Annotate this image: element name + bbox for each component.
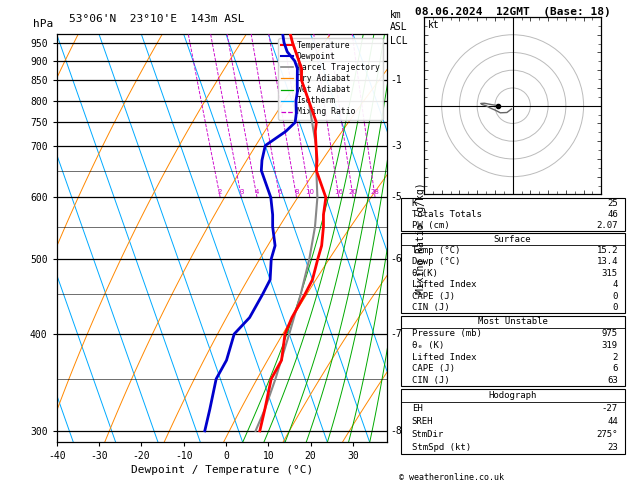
- Text: 0: 0: [613, 292, 618, 301]
- Text: 15.2: 15.2: [596, 246, 618, 255]
- Text: 16: 16: [335, 190, 343, 195]
- Text: hPa: hPa: [33, 19, 53, 29]
- Text: LCL: LCL: [390, 36, 408, 47]
- Text: 4: 4: [255, 190, 259, 195]
- Text: 6: 6: [613, 364, 618, 373]
- Text: 20: 20: [348, 190, 357, 195]
- Text: 28: 28: [370, 190, 379, 195]
- Text: -27: -27: [602, 404, 618, 413]
- Text: -5: -5: [390, 192, 402, 203]
- Text: 4: 4: [613, 280, 618, 289]
- Text: 6: 6: [277, 190, 282, 195]
- Text: 2: 2: [613, 352, 618, 362]
- Text: StmDir: StmDir: [412, 430, 444, 439]
- Text: Lifted Index: Lifted Index: [412, 352, 476, 362]
- Text: -8: -8: [390, 426, 402, 436]
- Legend: Temperature, Dewpoint, Parcel Trajectory, Dry Adiabat, Wet Adiabat, Isotherm, Mi: Temperature, Dewpoint, Parcel Trajectory…: [278, 38, 383, 120]
- Text: -7: -7: [390, 329, 402, 339]
- Text: 975: 975: [602, 329, 618, 338]
- X-axis label: Dewpoint / Temperature (°C): Dewpoint / Temperature (°C): [131, 466, 313, 475]
- Text: CAPE (J): CAPE (J): [412, 364, 455, 373]
- Text: 0: 0: [613, 303, 618, 312]
- Text: 53°06'N  23°10'E  143m ASL: 53°06'N 23°10'E 143m ASL: [69, 14, 245, 24]
- Text: 63: 63: [607, 376, 618, 385]
- Text: -3: -3: [390, 140, 402, 151]
- Text: Most Unstable: Most Unstable: [477, 317, 548, 326]
- Text: 23: 23: [607, 443, 618, 452]
- Text: Totals Totals: Totals Totals: [412, 210, 482, 219]
- Text: StmSpd (kt): StmSpd (kt): [412, 443, 471, 452]
- Text: EH: EH: [412, 404, 423, 413]
- Text: Mixing Ratio (g/kg): Mixing Ratio (g/kg): [416, 182, 426, 294]
- Text: PW (cm): PW (cm): [412, 221, 450, 230]
- Text: 8: 8: [294, 190, 299, 195]
- Text: 44: 44: [607, 417, 618, 426]
- Text: Dewp (°C): Dewp (°C): [412, 258, 460, 266]
- Text: SREH: SREH: [412, 417, 433, 426]
- Text: 315: 315: [602, 269, 618, 278]
- Text: θₑ (K): θₑ (K): [412, 341, 444, 350]
- Text: Hodograph: Hodograph: [489, 391, 537, 400]
- Text: kt: kt: [428, 19, 439, 30]
- Text: 275°: 275°: [596, 430, 618, 439]
- Text: Surface: Surface: [494, 235, 532, 243]
- Text: -6: -6: [390, 254, 402, 264]
- Text: 2.07: 2.07: [596, 221, 618, 230]
- Text: 10: 10: [305, 190, 314, 195]
- Text: CIN (J): CIN (J): [412, 376, 450, 385]
- Text: Lifted Index: Lifted Index: [412, 280, 476, 289]
- Text: 2: 2: [218, 190, 223, 195]
- Text: 25: 25: [607, 199, 618, 208]
- Text: 08.06.2024  12GMT  (Base: 18): 08.06.2024 12GMT (Base: 18): [415, 7, 611, 17]
- Text: 319: 319: [602, 341, 618, 350]
- Text: km
ASL: km ASL: [390, 10, 408, 32]
- Text: -1: -1: [390, 75, 402, 85]
- Text: K: K: [412, 199, 417, 208]
- Text: CIN (J): CIN (J): [412, 303, 450, 312]
- Text: © weatheronline.co.uk: © weatheronline.co.uk: [399, 473, 504, 482]
- Text: 3: 3: [239, 190, 243, 195]
- Text: CAPE (J): CAPE (J): [412, 292, 455, 301]
- Text: Pressure (mb): Pressure (mb): [412, 329, 482, 338]
- Text: 13.4: 13.4: [596, 258, 618, 266]
- Text: Temp (°C): Temp (°C): [412, 246, 460, 255]
- Text: 46: 46: [607, 210, 618, 219]
- Text: θₑ(K): θₑ(K): [412, 269, 439, 278]
